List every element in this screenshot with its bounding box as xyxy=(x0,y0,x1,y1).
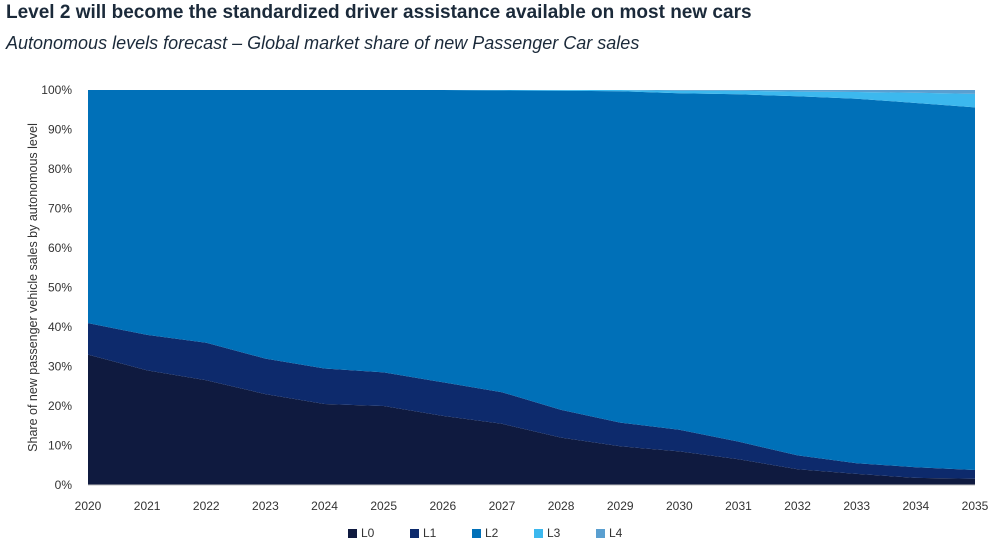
x-tick-label: 2027 xyxy=(489,499,516,513)
y-tick-label: 80% xyxy=(48,162,72,176)
legend-item-l3: L3 xyxy=(534,526,560,540)
y-tick-label: 0% xyxy=(55,478,73,492)
legend-swatch xyxy=(410,528,419,538)
series-area-l0 xyxy=(88,354,975,485)
x-tick-label: 2034 xyxy=(903,499,930,513)
legend-label: L2 xyxy=(485,526,499,540)
legend-label: L4 xyxy=(609,526,623,540)
legend-item-l0: L0 xyxy=(348,526,374,540)
y-tick-label: 30% xyxy=(48,360,72,374)
y-tick-label: 20% xyxy=(48,399,72,413)
y-tick-label: 10% xyxy=(48,439,72,453)
y-tick-label: 40% xyxy=(48,320,72,334)
series-area-l3 xyxy=(88,90,975,108)
legend-label: L0 xyxy=(361,526,375,540)
x-tick-label: 2025 xyxy=(370,499,397,513)
x-tick-label: 2021 xyxy=(134,499,161,513)
legend-item-l2: L2 xyxy=(472,526,498,540)
y-tick-label: 60% xyxy=(48,241,72,255)
x-tick-label: 2022 xyxy=(193,499,220,513)
x-tick-label: 2028 xyxy=(548,499,575,513)
chart-subtitle: Autonomous levels forecast – Global mark… xyxy=(6,33,640,53)
x-tick-label: 2032 xyxy=(784,499,811,513)
legend-swatch xyxy=(472,528,481,538)
x-tick-label: 2033 xyxy=(843,499,870,513)
series-area-l4 xyxy=(88,90,975,94)
legend-label: L1 xyxy=(423,526,437,540)
legend-label: L3 xyxy=(547,526,561,540)
x-tick-label: 2026 xyxy=(429,499,456,513)
legend-swatch xyxy=(534,528,543,538)
x-tick-label: 2030 xyxy=(666,499,693,513)
y-tick-label: 70% xyxy=(48,202,72,216)
legend-item-l4: L4 xyxy=(596,526,622,540)
x-tick-label: 2035 xyxy=(962,499,989,513)
series-area-l2 xyxy=(88,90,975,470)
legend-item-l1: L1 xyxy=(410,526,436,540)
y-tick-label: 100% xyxy=(41,83,72,97)
legend-swatch xyxy=(596,528,605,538)
x-tick-label: 2020 xyxy=(75,499,102,513)
y-tick-label: 50% xyxy=(48,281,72,295)
x-tick-label: 2029 xyxy=(607,499,634,513)
legend-swatch xyxy=(348,528,357,538)
x-tick-label: 2023 xyxy=(252,499,279,513)
x-tick-label: 2024 xyxy=(311,499,338,513)
x-tick-label: 2031 xyxy=(725,499,752,513)
chart-title: Level 2 will become the standardized dri… xyxy=(6,2,752,23)
chart-legend: L0 L1 L2 L3 L4 xyxy=(0,526,1000,544)
y-tick-label: 90% xyxy=(48,123,72,137)
y-axis-label: Share of new passenger vehicle sales by … xyxy=(26,123,40,452)
